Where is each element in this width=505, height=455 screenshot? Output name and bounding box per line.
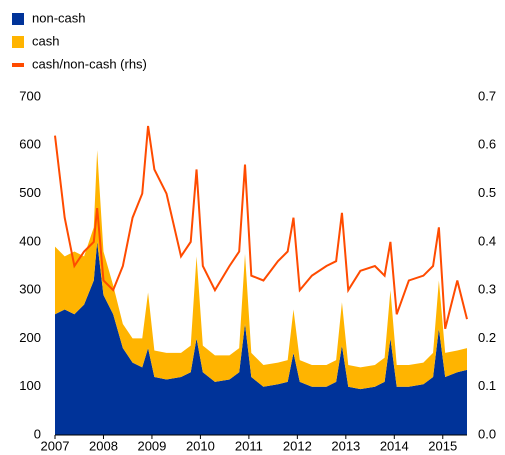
- area: [55, 150, 467, 390]
- y2-tick-label: 0.6: [478, 137, 496, 152]
- x-tick-label: 2014: [380, 438, 409, 453]
- legend-label: cash/non-cash (rhs): [32, 56, 147, 71]
- legend-swatch: [12, 13, 24, 25]
- y2-tick-label: 0.3: [478, 282, 496, 297]
- x-tick-label: 2011: [235, 438, 263, 453]
- y2-tick-label: 0.2: [478, 330, 496, 345]
- x-tick-label: 2012: [283, 438, 312, 453]
- y-tick-label: 0: [34, 426, 41, 441]
- y-tick-label: 100: [19, 378, 41, 393]
- x-tick-label: 2009: [137, 438, 166, 453]
- legend-label: non-cash: [32, 10, 85, 25]
- y-tick-label: 400: [19, 233, 41, 248]
- legend-label: cash: [32, 33, 59, 48]
- y2-tick-label: 0.5: [478, 185, 496, 200]
- y-tick-label: 700: [19, 88, 41, 103]
- y-tick-label: 300: [19, 282, 41, 297]
- y2-tick-label: 0.1: [478, 378, 496, 393]
- x-tick-label: 2013: [331, 438, 360, 453]
- x-tick-label: 2008: [89, 438, 118, 453]
- y-tick-label: 200: [19, 330, 41, 345]
- x-tick-label: 2007: [41, 438, 70, 453]
- y-tick-label: 500: [19, 185, 41, 200]
- y2-tick-label: 0.0: [478, 426, 496, 441]
- x-tick-label: 2015: [428, 438, 457, 453]
- y-tick-label: 600: [19, 137, 41, 152]
- x-tick-label: 2010: [186, 438, 215, 453]
- y2-tick-label: 0.4: [478, 233, 496, 248]
- area: [55, 241, 467, 435]
- y2-tick-label: 0.7: [478, 88, 496, 103]
- legend-swatch: [12, 63, 24, 67]
- legend-swatch: [12, 36, 24, 48]
- line: [54, 125, 468, 330]
